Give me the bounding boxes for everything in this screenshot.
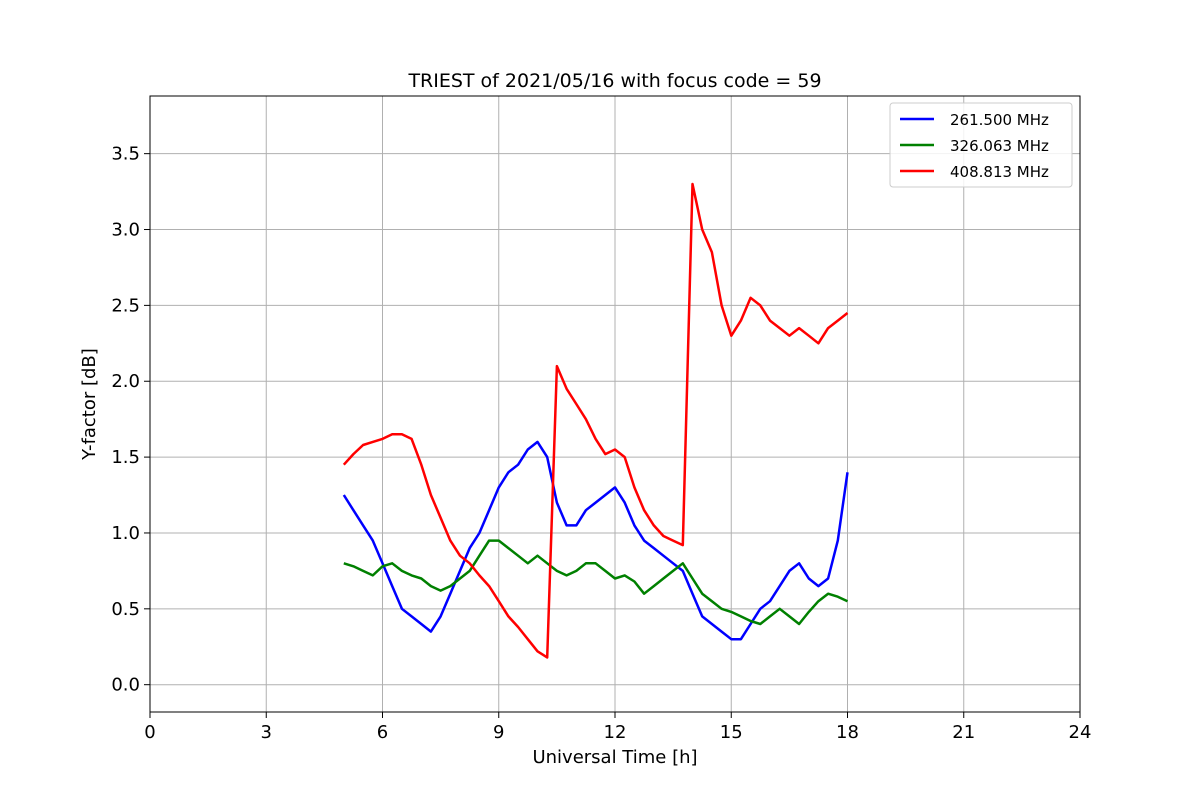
y-tick-label: 0.0 (111, 675, 140, 696)
legend: 261.500 MHz 326.063 MHz 408.813 MHz (889, 102, 1073, 188)
x-tick-label: 21 (952, 722, 975, 743)
x-tick-label: 9 (493, 722, 504, 743)
grid (149, 96, 1081, 712)
y-tick-label: 1.0 (111, 523, 140, 544)
y-tick-label: 2.5 (111, 295, 140, 316)
x-tick-label: 15 (720, 722, 743, 743)
x-tick-label: 12 (604, 722, 627, 743)
y-tick-label: 3.0 (111, 220, 140, 241)
ticks: 0 3 6 9 12 15 18 21 24 0.0 0.5 1.0 1.5 2.0 2.5 3.0 3.5 (111, 144, 1091, 743)
x-axis-label: Universal Time [h] (532, 747, 697, 768)
y-tick-label: 3.5 (111, 144, 140, 165)
series-line-3 (342, 182, 849, 659)
y-axis-label: Y-factor [dB] (79, 348, 100, 461)
x-tick-label: 6 (377, 722, 388, 743)
series-line-1 (342, 440, 849, 641)
legend-box (889, 102, 1073, 188)
y-tick-label: 0.5 (111, 599, 140, 620)
x-tick-label: 0 (144, 722, 155, 743)
y-tick-label: 2.0 (111, 371, 140, 392)
x-tick-label: 3 (261, 722, 272, 743)
y-tick-label: 1.5 (111, 447, 140, 468)
series-lines (342, 182, 849, 659)
series-line-2 (343, 539, 849, 626)
legend-label: 326.063 MHz (950, 137, 1049, 155)
chart-title: TRIEST of 2021/05/16 with focus code = 5… (407, 70, 821, 92)
x-tick-label: 24 (1069, 722, 1092, 743)
legend-label: 261.500 MHz (950, 111, 1049, 129)
x-tick-label: 18 (836, 722, 859, 743)
legend-label: 408.813 MHz (950, 163, 1049, 181)
